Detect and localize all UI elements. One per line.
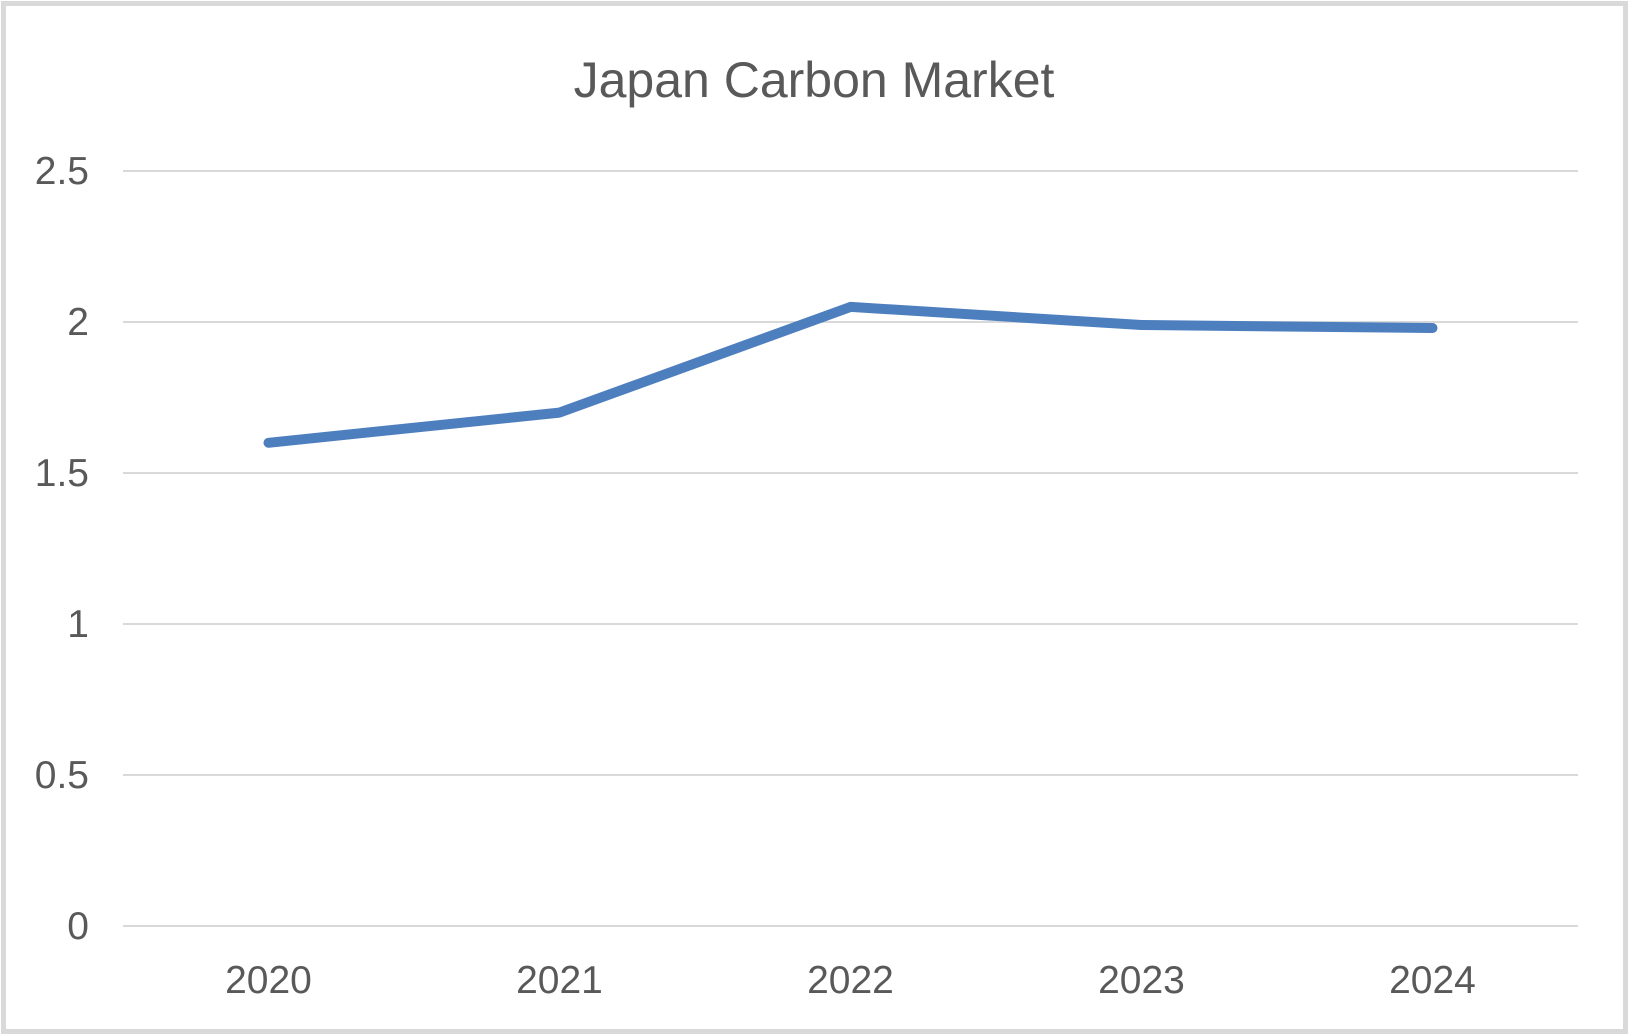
x-tick-label: 2021 — [516, 959, 603, 1002]
y-tick-label: 2 — [67, 301, 89, 344]
y-axis-tick-labels: 0 0.5 1 1.5 2 2.5 — [35, 150, 89, 948]
y-tick-label: 2.5 — [35, 150, 89, 193]
y-tick-label: 0.5 — [35, 754, 89, 797]
gridlines — [123, 170, 1578, 927]
x-tick-label: 2023 — [1098, 959, 1185, 1002]
x-tick-label: 2022 — [807, 959, 894, 1002]
chart-title: Japan Carbon Market — [574, 52, 1055, 108]
y-tick-label: 0 — [67, 905, 89, 948]
y-tick-label: 1.5 — [35, 452, 89, 495]
y-tick-label: 1 — [67, 603, 89, 646]
x-tick-label: 2020 — [225, 959, 312, 1002]
x-axis-tick-labels: 2020 2021 2022 2023 2024 — [225, 959, 1476, 1002]
data-series — [263, 301, 1438, 448]
x-tick-label: 2024 — [1389, 959, 1476, 1002]
series-line — [263, 301, 1438, 448]
